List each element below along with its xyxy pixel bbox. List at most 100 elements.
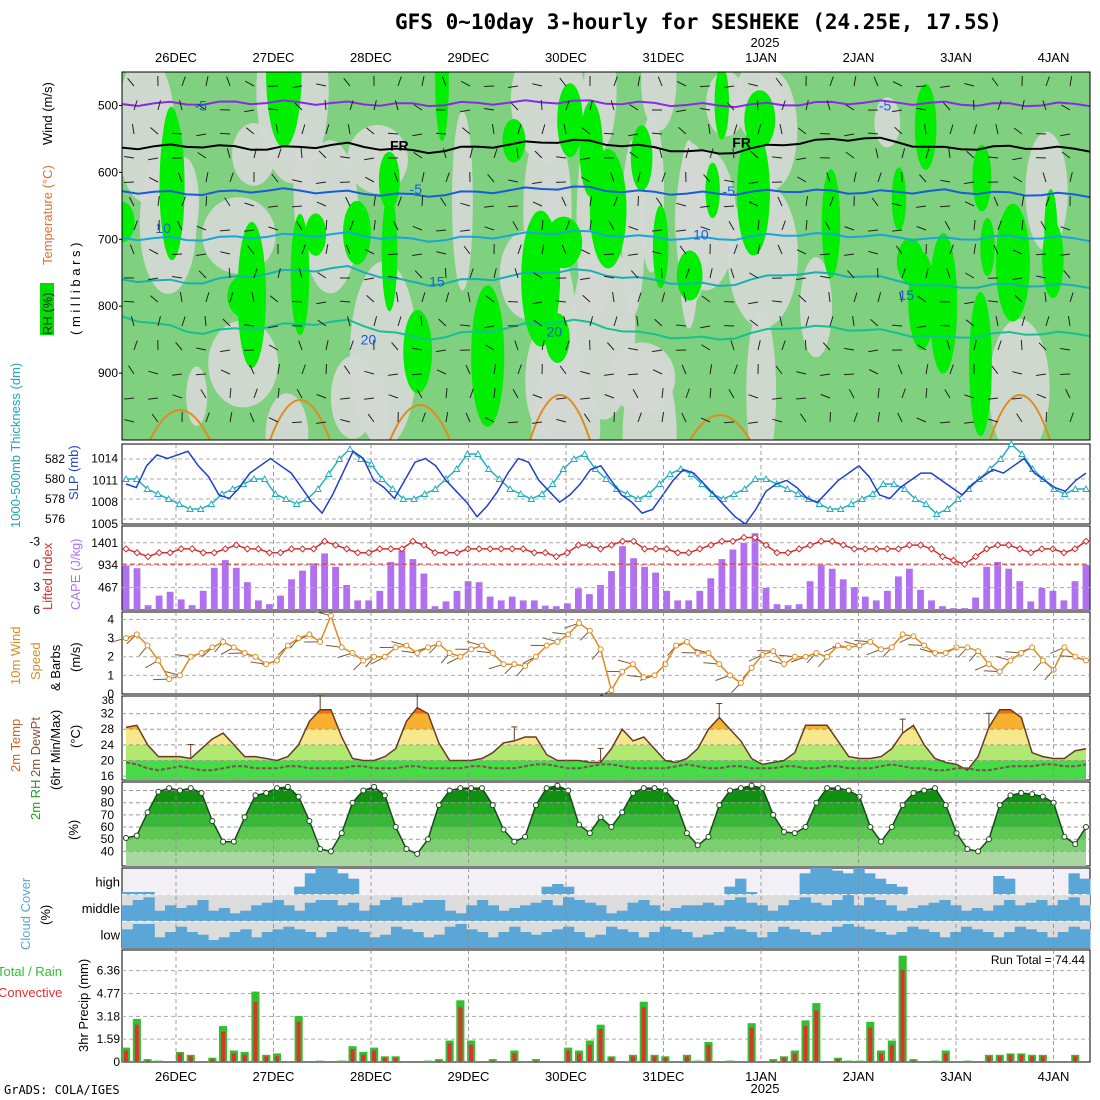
- wind-barb: [316, 181, 327, 184]
- cape-bar: [299, 570, 306, 610]
- li-series-point: [453, 549, 461, 557]
- precip-conv-bar: [803, 1026, 808, 1062]
- p2-ylabel-thickness: 1000-500mb Thickness (dm): [8, 363, 23, 528]
- wind-barb: [627, 373, 639, 376]
- thickness-series-point: [175, 499, 184, 507]
- temp-series: [125, 706, 1087, 772]
- cape-bar: [1038, 587, 1046, 610]
- thickness-series-point: [495, 474, 504, 482]
- cloud-cell: [390, 926, 403, 948]
- wind-barb: [781, 100, 786, 111]
- wind-speed-series-point: [888, 644, 895, 651]
- rh-moist-region: [521, 210, 561, 347]
- rh-series-point: [888, 824, 895, 831]
- rh-series-point: [295, 793, 302, 800]
- wind-barb: [1069, 292, 1074, 303]
- wind-barb: [892, 229, 903, 232]
- wind-barb: [844, 347, 855, 351]
- li-series-point: [133, 549, 141, 557]
- date-label-bottom: 31DEC: [643, 1069, 685, 1084]
- rh-series-point: [176, 787, 183, 794]
- precip-conv-bar: [242, 1054, 247, 1062]
- li-series-point: [122, 545, 130, 553]
- rh-moist-region: [471, 285, 505, 427]
- wind-barb: [964, 301, 975, 305]
- cloud-cell: [132, 924, 145, 948]
- wind-barb: [1069, 172, 1073, 183]
- cloud-cell: [1057, 932, 1069, 948]
- wind-barb: [733, 244, 738, 255]
- wind-barb: [205, 76, 209, 87]
- thickness-series-point: [378, 474, 386, 482]
- wind-barb: [325, 124, 330, 135]
- cloud-cell: [649, 905, 661, 922]
- cloud-cell: [423, 937, 435, 948]
- cloud-cell: [960, 910, 973, 922]
- cloud-cell: [380, 900, 392, 922]
- wind-speed-series-point: [1029, 644, 1036, 651]
- wind-barb: [517, 364, 522, 375]
- wind-barb: [268, 205, 279, 208]
- cloud-cell: [186, 932, 198, 948]
- wind-speed-series-point: [414, 650, 421, 656]
- precip-conv-bar: [879, 1053, 883, 1062]
- rh-series-point: [532, 802, 539, 809]
- wind-barb: [820, 393, 831, 399]
- cloud-cell: [1068, 897, 1080, 922]
- precip-conv-bar: [1008, 1054, 1013, 1062]
- wind-barb: [298, 340, 303, 351]
- wind-barb: [819, 253, 831, 256]
- wind-barb: [891, 324, 903, 327]
- li-tick-label: 6: [33, 603, 40, 617]
- wind-barb: [610, 172, 615, 183]
- cloud-cell: [530, 934, 542, 948]
- li-series-point: [1082, 537, 1090, 545]
- cape-bar: [630, 558, 637, 610]
- wind-barb: [991, 365, 999, 375]
- wind-barb: [484, 205, 495, 208]
- cloud-cell: [874, 900, 887, 922]
- wind-speed-series-point: [327, 612, 334, 619]
- wind-barb: [532, 201, 543, 207]
- wind-speed-series-point: [371, 653, 378, 660]
- wind-barb: [781, 220, 786, 231]
- thickness-series-point: [687, 469, 696, 477]
- cloud-cell: [907, 908, 919, 922]
- wind-barb: [748, 201, 759, 207]
- rh-moist-region: [896, 238, 924, 285]
- wind-barb: [877, 292, 882, 303]
- cloud-cell: [444, 910, 456, 922]
- cape-bar: [906, 568, 913, 610]
- wind-barb: [413, 104, 423, 111]
- cloud-cell: [240, 929, 252, 948]
- wind-barb: [512, 221, 519, 231]
- cape-bar: [155, 595, 163, 610]
- wind-barb: [205, 172, 209, 183]
- cloud-cell: [132, 900, 145, 922]
- rh-tick-label: 60: [101, 820, 115, 834]
- wind-barb: [460, 80, 471, 87]
- cloud-cell: [745, 892, 758, 895]
- wind-speed-series-point: [824, 653, 831, 660]
- wind-barb: [703, 174, 711, 183]
- wind-barb: [853, 172, 857, 183]
- wind-barb: [652, 349, 663, 353]
- wind-barb: [917, 344, 927, 351]
- wind-barb: [628, 226, 639, 231]
- cloud-cell: [218, 908, 231, 922]
- wind-barb: [465, 412, 471, 423]
- date-label-bottom: 1JAN: [745, 1069, 777, 1084]
- wind-barb: [364, 397, 375, 400]
- cape-bar: [244, 582, 251, 610]
- wind-barb: [964, 421, 975, 424]
- wind-barb: [901, 148, 906, 159]
- thickness-series-point: [996, 454, 1005, 462]
- cloud-cell: [896, 932, 908, 948]
- cloud-cell: [358, 932, 370, 948]
- wind-barb: [779, 124, 783, 135]
- wind-barb: [582, 294, 591, 303]
- wind-barb: [749, 272, 759, 279]
- rh-moist-region: [403, 309, 433, 394]
- wind-barb: [249, 364, 255, 375]
